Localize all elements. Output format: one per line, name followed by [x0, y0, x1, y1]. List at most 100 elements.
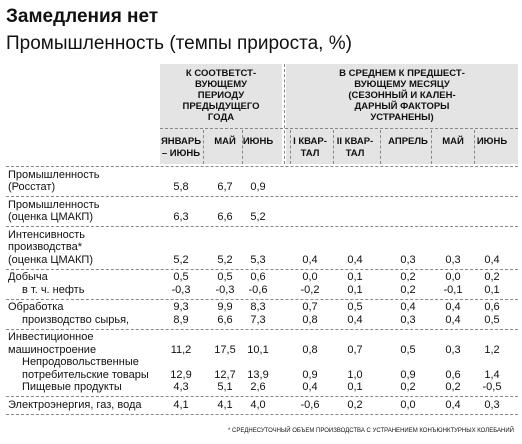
cell-value: 5,2	[217, 253, 233, 266]
cell-value: 0,5	[484, 313, 500, 326]
column-group-header: ПРЕДЫДУЩЕГО	[182, 101, 260, 112]
cell-value: 12,7	[214, 368, 236, 381]
column-header: – ИЮНЬ	[161, 148, 201, 159]
column-divider	[242, 130, 243, 164]
row-rule	[6, 226, 518, 227]
cell-value: 8,9	[173, 313, 189, 326]
cell-value: 0,6	[484, 301, 500, 313]
cell-value: 6,3	[173, 211, 189, 223]
cell-value: 0,9	[250, 181, 266, 193]
cell-value: 0,5	[400, 343, 416, 356]
column-divider	[333, 130, 334, 164]
column-group-header: В СРЕДНЕМ К ПРЕДШЕСТ-	[339, 68, 465, 79]
cell-value: 0,3	[445, 343, 461, 356]
footnote: * СРЕДНЕСУТОЧНЫЙ ОБЪЕМ ПРОИЗВОДСТВА С УС…	[228, 428, 514, 434]
header-bg	[286, 64, 518, 164]
cell-value: 0,5	[347, 301, 363, 313]
column-header: ТАЛ	[345, 148, 365, 159]
cell-value: -0,5	[482, 381, 502, 393]
cell-value: 0,6	[445, 368, 461, 381]
cell-value: 0,7	[302, 301, 318, 313]
cell-value: 7,3	[250, 313, 266, 326]
cell-value: 0,2	[484, 271, 500, 283]
row-label: Промышленность	[8, 168, 100, 181]
cell-value: 11,2	[170, 343, 192, 356]
column-group-header: К СООТВЕТСТ-	[185, 68, 257, 79]
row-rule	[6, 413, 518, 415]
cell-value: 1,4	[484, 368, 500, 381]
cell-value: 5,8	[173, 181, 189, 193]
column-divider	[203, 130, 204, 164]
row-label: Интенсивность	[8, 228, 86, 241]
cell-value: 0,4	[445, 313, 461, 326]
cell-value: 0,3	[445, 253, 461, 266]
cell-value: -0,6	[300, 398, 320, 411]
cell-value: 0,1	[347, 381, 363, 393]
cell-value: 0,2	[400, 381, 416, 393]
column-group-header: ВУЮЩЕМУ МЕСЯЦУ	[354, 79, 450, 90]
cell-value: 5,1	[217, 381, 233, 393]
row-label: потребительские товары	[22, 368, 149, 381]
row-label: (оценка ЦМАКП)	[8, 253, 93, 266]
cell-value: 5,2	[173, 253, 189, 266]
cell-value: 4,0	[250, 398, 266, 411]
row-label: Пищевые продукты	[22, 381, 122, 393]
cell-value: -0,1	[443, 283, 463, 296]
cell-value: 0,4	[484, 253, 500, 266]
cell-value: 0,1	[484, 283, 500, 296]
group-divider	[284, 64, 285, 164]
column-header: ИЮНЬ	[476, 136, 508, 147]
cell-value: 4,3	[173, 381, 189, 393]
row-rule	[6, 268, 518, 270]
cell-value: 0,1	[347, 283, 363, 296]
cell-value: 5,2	[250, 211, 266, 223]
column-divider	[380, 130, 381, 164]
cell-value: 9,9	[217, 301, 233, 313]
cell-value: 0,3	[400, 253, 416, 266]
cell-value: 0,3	[400, 313, 416, 326]
row-label: (Росстат)	[8, 181, 56, 193]
cell-value: 5,3	[250, 253, 266, 266]
row-rule	[6, 196, 518, 197]
column-group-header: ПЕРИОДУ	[197, 90, 245, 101]
cell-value: 1,0	[347, 368, 363, 381]
column-divider	[431, 130, 432, 164]
cell-value: 13,9	[247, 368, 269, 381]
column-group-header: УСТРАНЕНЫ)	[370, 112, 434, 123]
cell-value: 1,2	[484, 343, 500, 356]
cell-value: 0,5	[173, 271, 189, 283]
row-label: Добыча	[8, 271, 48, 283]
cell-value: 0,4	[302, 253, 318, 266]
cell-value: 0,2	[400, 283, 416, 296]
cell-value: -0,2	[300, 283, 320, 296]
cell-value: 0,6	[250, 271, 266, 283]
column-header: I КВАР-	[293, 136, 327, 147]
header-bg	[160, 64, 282, 164]
title: Замедления нет	[6, 6, 159, 27]
column-header: ТАЛ	[300, 148, 320, 159]
cell-value: 12,9	[170, 368, 192, 381]
row-rule	[6, 298, 518, 300]
column-divider	[474, 130, 475, 164]
cell-value: 6,6	[217, 211, 233, 223]
cell-value: 2,6	[250, 381, 266, 393]
row-label: (оценка ЦМАКП)	[8, 211, 93, 223]
cell-value: 0,0	[445, 271, 461, 283]
cell-value: 4,1	[217, 398, 233, 411]
column-header: ЯНВАРЬ	[160, 136, 202, 147]
row-label: Промышленность	[8, 198, 100, 211]
row-rule	[6, 166, 518, 167]
cell-value: 0,4	[400, 301, 416, 313]
cell-value: 0,2	[347, 398, 363, 411]
cell-value: 0,8	[302, 343, 318, 356]
header-rule	[160, 128, 518, 129]
cell-value: 0,1	[347, 271, 363, 283]
cell-value: 0,2	[400, 271, 416, 283]
cell-value: 0,2	[445, 381, 461, 393]
row-label: производства*	[8, 241, 83, 253]
cell-value: 6,7	[217, 181, 233, 193]
cell-value: 0,4	[302, 381, 318, 393]
column-header: ИЮНЬ	[242, 136, 274, 147]
row-label: Электроэнергия, газ, вода	[8, 398, 142, 411]
cell-value: -0,3	[171, 283, 191, 296]
